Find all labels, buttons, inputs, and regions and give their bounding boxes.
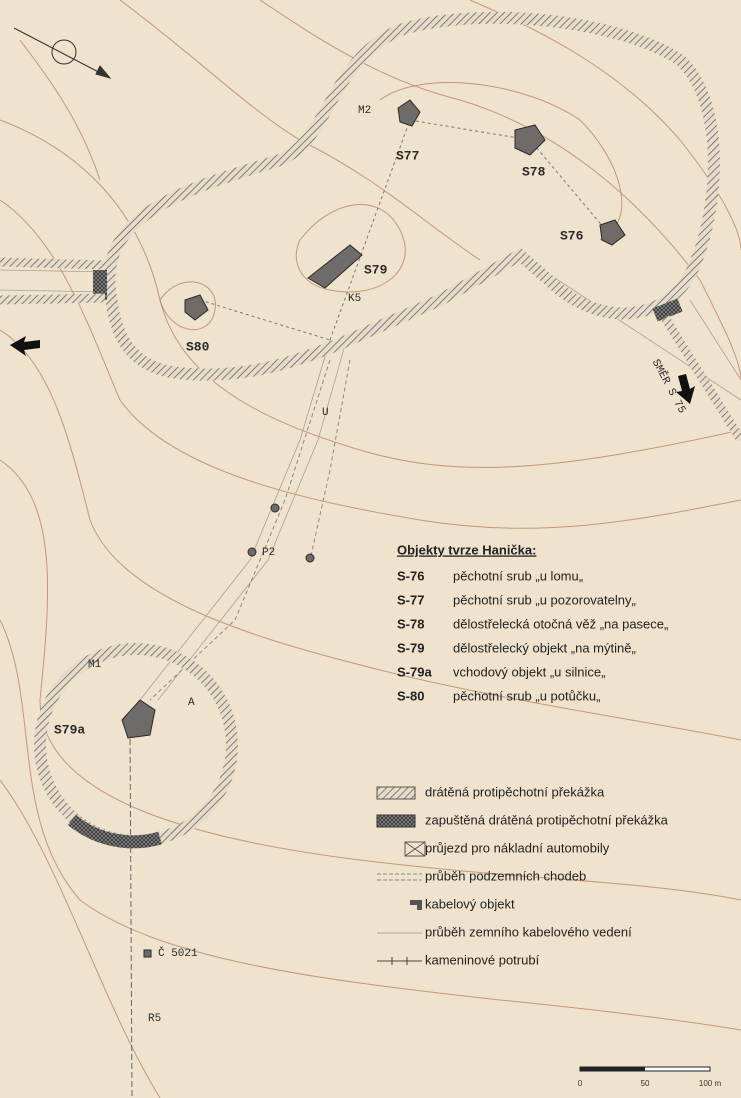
map-label: M2 [358, 105, 371, 117]
symbol-label: průběh zemního kabelového vedení [425, 924, 632, 939]
symbol-label: kameninové potrubí [425, 952, 540, 967]
map-label: K5 [348, 293, 361, 305]
scale-label: 0 [578, 1079, 583, 1088]
map-label: S79a [54, 722, 85, 737]
map-label: M1 [88, 659, 102, 671]
map-label: U [322, 407, 329, 419]
object-name: pěchotní srub „u lomu„ [453, 568, 583, 583]
symbol [377, 815, 415, 827]
scale-label: 50 [641, 1079, 650, 1088]
object-code: S-77 [397, 592, 424, 607]
object-code: S-79a [397, 664, 432, 679]
map-label: Č 5021 [158, 946, 198, 960]
object-code: S-78 [397, 616, 424, 631]
map-label: A [188, 697, 195, 709]
map-label: S76 [560, 228, 584, 243]
symbol-label: průběh podzemních chodeb [425, 868, 586, 883]
scale-label: 100 m [699, 1079, 722, 1088]
symbol-label: zapuštěná drátěná protipěchotní překážka [425, 812, 669, 827]
object-name: vchodový objekt „u silnice„ [453, 664, 605, 679]
object-code: S-79 [397, 640, 424, 655]
symbol-label: průjezd pro nákladní automobily [425, 840, 610, 855]
symbol-label: drátěná protipěchotní překážka [425, 784, 605, 799]
symbol-label: kabelový objekt [425, 896, 515, 911]
map-label: S79 [364, 262, 388, 277]
object-name: pěchotní srub „u potůčku„ [453, 688, 600, 703]
map: S77S78S76S79S80S79aM2K5UP2M1AR5Č 5021SMĚ… [0, 0, 741, 1098]
map-label: P2 [262, 547, 275, 559]
map-label: R5 [148, 1013, 161, 1025]
map-label: S80 [186, 339, 210, 354]
scale-bar [580, 1067, 710, 1071]
object-code: S-76 [397, 568, 424, 583]
map-label: S77 [396, 148, 419, 163]
object-name: dělostřelecká otočná věž „na pasece„ [453, 616, 668, 631]
legend-title: Objekty tvrze Hanička: [397, 542, 536, 557]
map-label: S78 [522, 164, 546, 179]
object-code: S-80 [397, 688, 424, 703]
object-name: dělostřelecký objekt „na mýtině„ [453, 640, 636, 655]
symbol [377, 787, 415, 799]
object-name: pěchotní srub „u pozorovatelny„ [453, 592, 636, 607]
